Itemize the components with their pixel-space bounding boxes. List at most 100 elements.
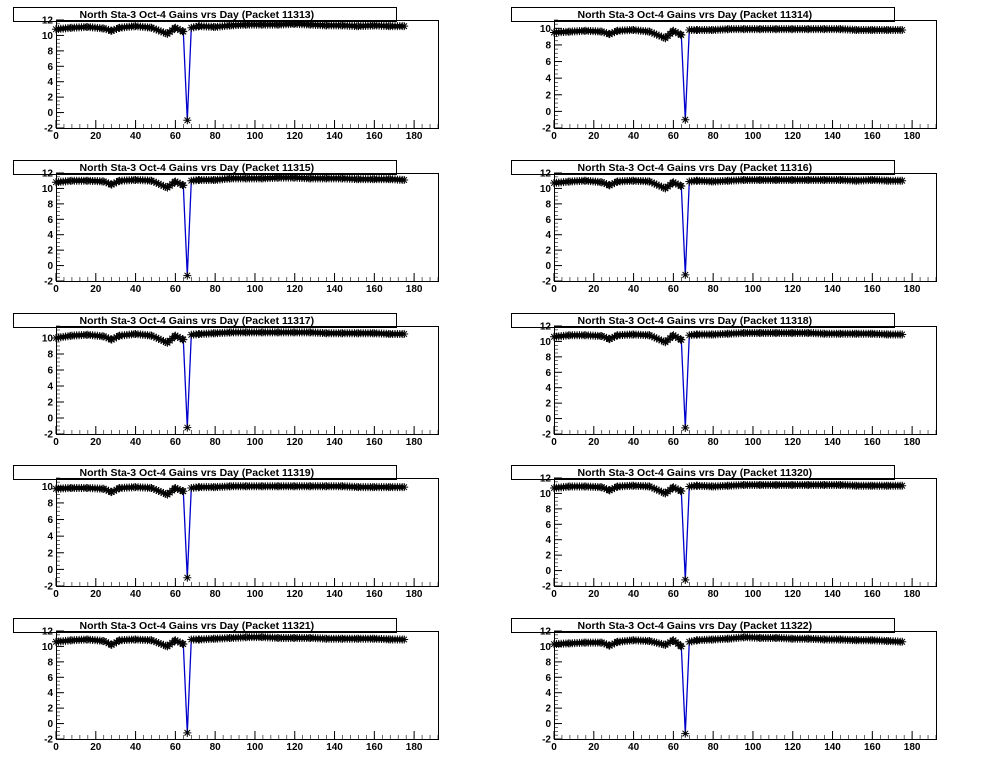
series-line — [553, 179, 903, 275]
data-point — [655, 181, 664, 190]
series-markers — [550, 633, 907, 738]
x-tick-label: 20 — [588, 284, 600, 295]
x-tick-label: 60 — [170, 589, 182, 600]
x-tick-label: 80 — [210, 131, 222, 142]
x-tick-label: 180 — [406, 742, 423, 753]
x-tick-label: 0 — [551, 589, 557, 600]
chart-panel: North Sta-3 Oct-4 Gains vrs Day (Packet … — [511, 465, 937, 600]
x-tick-label: 0 — [53, 589, 59, 600]
title-frame — [13, 618, 397, 633]
y-tick-label: 10 — [42, 642, 54, 653]
data-point — [179, 181, 188, 190]
y-tick-label: 4 — [545, 74, 551, 85]
data-point — [681, 729, 690, 738]
x-tick-label: 100 — [745, 589, 762, 600]
x-tick-label: 120 — [784, 437, 801, 448]
chart-title-box: North Sta-3 Oct-4 Gains vrs Day (Packet … — [511, 160, 895, 175]
data-point — [102, 178, 111, 187]
x-tick-label: 40 — [628, 437, 640, 448]
x-tick-label: 180 — [904, 742, 921, 753]
data-point — [605, 181, 614, 190]
data-point — [159, 337, 168, 345]
y-tick-label: 6 — [47, 62, 53, 73]
y-tick-label: 8 — [545, 504, 551, 515]
data-point — [657, 639, 666, 648]
data-point — [681, 270, 690, 279]
data-point — [671, 179, 680, 188]
y-tick-label: 8 — [545, 199, 551, 210]
data-point — [110, 639, 119, 648]
data-point — [677, 487, 686, 496]
x-tick-label: 20 — [90, 131, 102, 142]
plot-frame — [554, 326, 937, 435]
data-point — [657, 32, 666, 41]
x-tick-label: 120 — [286, 131, 303, 142]
data-point — [152, 178, 161, 187]
x-tick-label: 180 — [904, 284, 921, 295]
x-tick-label: 120 — [784, 131, 801, 142]
x-tick-label: 80 — [708, 742, 720, 753]
data-point — [657, 182, 666, 191]
data-point — [674, 180, 683, 189]
series-line — [553, 28, 903, 120]
data-point — [610, 28, 619, 37]
x-tick-label: 60 — [668, 131, 680, 142]
series-markers — [52, 328, 409, 432]
series-markers — [550, 480, 907, 584]
data-point — [610, 332, 619, 341]
x-tick-label: 40 — [628, 589, 640, 600]
chart-title: North Sta-3 Oct-4 Gains vrs Day (Packet … — [578, 162, 813, 174]
y-tick-label: 4 — [47, 77, 53, 88]
data-point — [171, 177, 180, 186]
x-tick-label: 100 — [247, 284, 264, 295]
data-point — [645, 27, 654, 36]
plot-frame — [554, 631, 937, 740]
data-point — [99, 332, 108, 341]
data-point — [152, 638, 161, 647]
data-point — [400, 635, 409, 644]
data-point — [147, 176, 156, 185]
data-point — [677, 642, 686, 651]
x-tick-label: 120 — [286, 437, 303, 448]
x-tick-label: 160 — [366, 284, 383, 295]
data-point — [183, 728, 192, 737]
title-frame — [13, 7, 397, 22]
data-point — [99, 24, 108, 33]
x-tick-label: 180 — [406, 131, 423, 142]
data-point — [183, 423, 192, 432]
x-tick-label: 60 — [170, 284, 182, 295]
data-point — [610, 179, 619, 188]
data-point — [597, 27, 606, 36]
y-tick-label: -2 — [44, 735, 53, 746]
data-point — [147, 483, 156, 492]
x-tick-label: 140 — [824, 589, 841, 600]
x-tick-label: 120 — [286, 284, 303, 295]
x-tick-label: 160 — [366, 437, 383, 448]
x-tick-label: 120 — [784, 742, 801, 753]
data-point — [107, 488, 116, 497]
data-point — [600, 639, 609, 648]
data-point — [669, 26, 678, 35]
x-tick-label: 0 — [53, 284, 59, 295]
series-markers — [52, 633, 409, 737]
data-point — [149, 24, 158, 33]
data-point — [605, 486, 614, 495]
y-tick-label: -2 — [542, 430, 551, 441]
y-tick-label: 2 — [47, 93, 53, 104]
data-point — [400, 22, 409, 31]
data-point — [161, 641, 170, 650]
data-point — [657, 336, 666, 345]
series-line — [55, 331, 405, 428]
x-tick-label: 60 — [170, 742, 182, 753]
y-tick-label: 8 — [545, 352, 551, 363]
data-point — [147, 636, 156, 645]
data-point — [645, 637, 654, 646]
x-tick-label: 160 — [864, 742, 881, 753]
y-tick-label: 2 — [545, 704, 551, 715]
data-point — [608, 640, 617, 649]
y-tick-label: 10 — [540, 489, 552, 500]
chart-panel: North Sta-3 Oct-4 Gains vrs Day (Packet … — [511, 618, 937, 753]
y-tick-label: 12 — [42, 627, 54, 638]
x-tick-label: 100 — [745, 284, 762, 295]
data-point — [400, 330, 409, 338]
